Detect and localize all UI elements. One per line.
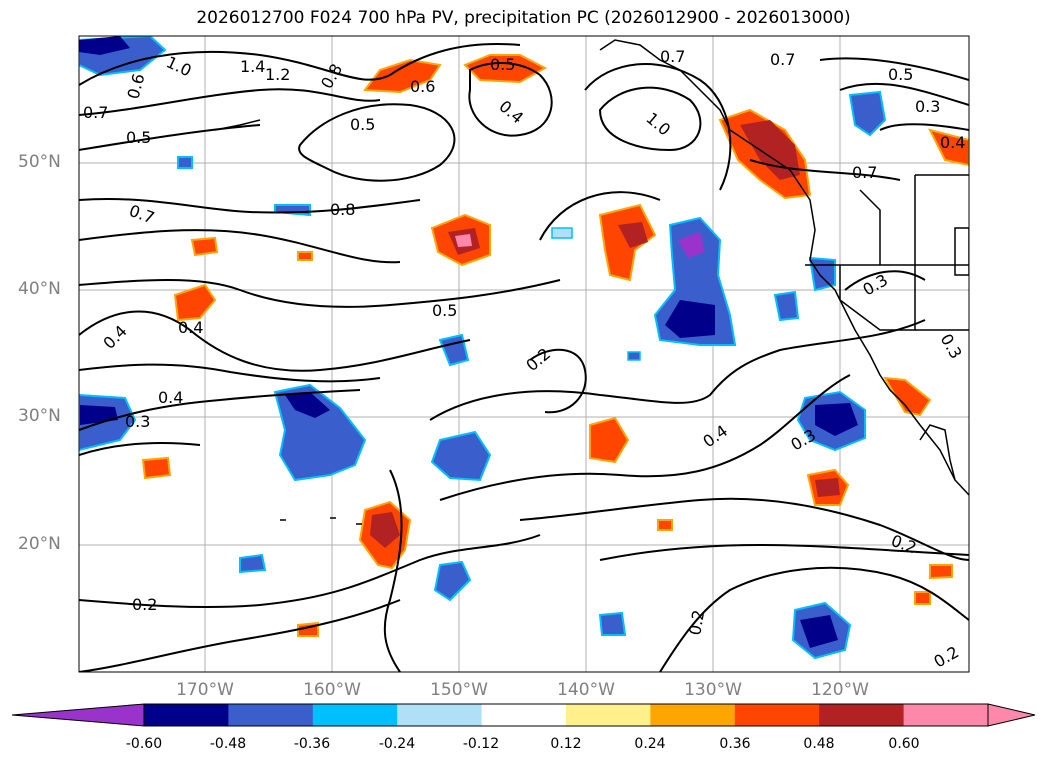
contour-label: 0.7 (852, 163, 877, 182)
contour-label: 0.3 (125, 412, 150, 431)
contour-label: 0.5 (888, 65, 913, 84)
pv-contours (79, 43, 969, 672)
contour-label: 1.2 (265, 65, 290, 84)
contour-label: 0.2 (685, 608, 708, 636)
colorbar-tick-label: -0.12 (462, 736, 500, 752)
colorbar (11, 703, 1036, 727)
colorbar-segment (228, 704, 314, 726)
contour-label: 0.6 (410, 77, 435, 96)
colorbar-segment (481, 704, 567, 726)
lon-label-160w: 160°W (303, 680, 361, 700)
contour-label: 0.5 (490, 55, 515, 74)
map-title: 2026012700 F024 700 hPa PV, precipitatio… (196, 8, 851, 28)
colorbar-tick-label: -0.36 (293, 736, 331, 752)
colorbar-segment (397, 704, 483, 726)
lat-label-30n: 30°N (18, 406, 61, 426)
colorbar-segment (144, 704, 229, 726)
colorbar-tick-label: 0.60 (888, 736, 920, 752)
contour-label: 0.7 (770, 50, 795, 69)
contour-label: 1.4 (240, 57, 265, 76)
colorbar-tick-label: 0.24 (634, 736, 666, 752)
colorbar-tick-label: -0.60 (125, 736, 163, 752)
lon-label-120w: 120°W (811, 680, 869, 700)
lon-label-140w: 140°W (557, 680, 615, 700)
colorbar-tick-label: 0.36 (719, 736, 751, 752)
colorbar-segment (903, 704, 989, 726)
lon-label-130w: 130°W (684, 680, 742, 700)
colorbar-segment (650, 704, 736, 726)
contour-label: 0.4 (158, 388, 183, 407)
colorbar-segment (819, 704, 905, 726)
coastlines (214, 39, 969, 525)
contour-label: 0.4 (940, 133, 965, 152)
colorbar-outline (143, 703, 989, 727)
lon-label-170w: 170°W (176, 680, 234, 700)
contour-label: 0.5 (432, 301, 457, 320)
contour-label: 0.5 (126, 128, 151, 147)
contour-label: 0.3 (915, 97, 940, 116)
lat-label-50n: 50°N (18, 152, 61, 172)
colorbar-segment (734, 704, 820, 726)
contour-label: 0.5 (350, 115, 375, 134)
contour-label: 0.4 (178, 318, 203, 337)
colorbar-segment (312, 704, 398, 726)
colorbar-extend-right (987, 703, 1036, 727)
lon-label-150w: 150°W (430, 680, 488, 700)
map-frame-bg (79, 36, 969, 672)
contour-label: 0.2 (132, 595, 157, 614)
colorbar-tick-label: 0.12 (550, 736, 582, 752)
precip-negative (79, 36, 887, 660)
colorbar-tick-label: -0.48 (209, 736, 247, 752)
colorbar-segment (566, 704, 651, 726)
contour-label: 0.8 (330, 200, 355, 219)
lat-label-20n: 20°N (18, 534, 61, 554)
map-border (78, 35, 970, 673)
colorbar-tick-label: 0.48 (803, 736, 835, 752)
contour-label: 0.7 (83, 103, 108, 122)
colorbar-extend-left (11, 703, 145, 727)
colorbar-tick-label: -0.24 (378, 736, 416, 752)
contour-label: 0.7 (660, 47, 685, 66)
lat-label-40n: 40°N (18, 279, 61, 299)
